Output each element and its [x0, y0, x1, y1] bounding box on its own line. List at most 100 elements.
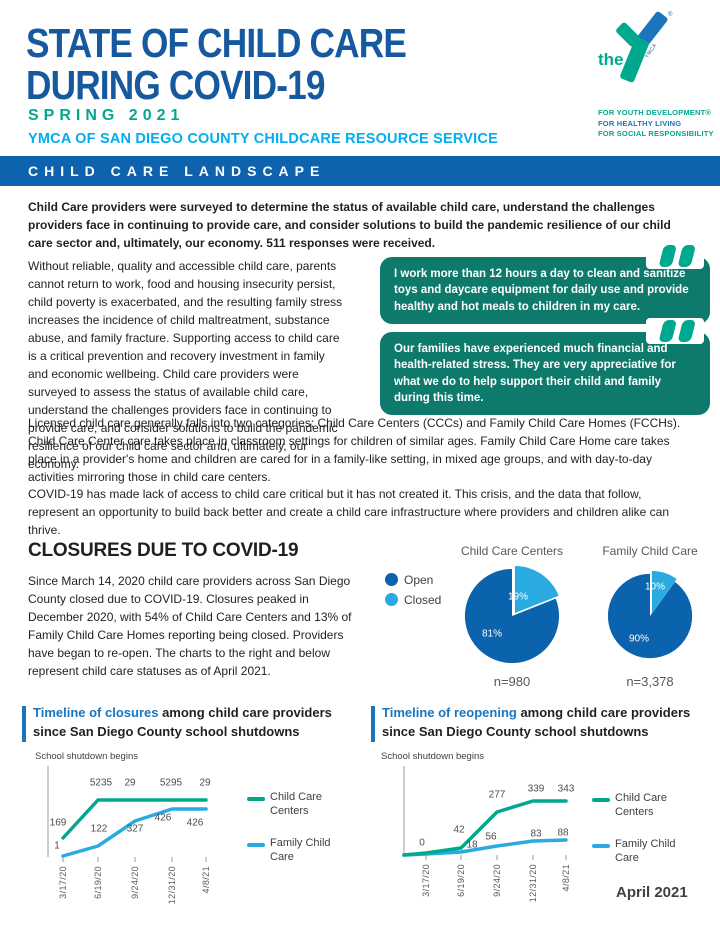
quote-icon	[659, 245, 695, 267]
timeline-reopening-heading: Timeline of reopening among child care p…	[382, 703, 697, 741]
pie-chart-ccc	[464, 566, 560, 664]
legend-ccc-swatch-icon	[592, 798, 610, 802]
ccc-point-label: 5295	[159, 777, 183, 789]
tagline-youth: FOR YOUTH DEVELOPMENT®	[598, 108, 712, 117]
quote-2-mark-wrap	[646, 318, 704, 344]
timeline-reopening-line2: since San Diego County school shutdowns	[382, 724, 649, 739]
x-tick-label: 3/17/20	[58, 866, 68, 899]
timeline-closures-line2: since San Diego County school shutdowns	[33, 724, 300, 739]
fcc-point-label: 56	[485, 831, 497, 843]
ccc-point-label: 339	[527, 783, 545, 795]
pie-ccc-open-pct: 81%	[481, 628, 503, 640]
pie-ccc-closed-pct: 19%	[507, 591, 529, 603]
ymca-logo: the ® YMCA FOR YOUTH DEVELOPMENT® FOR HE…	[596, 10, 714, 144]
intro-paragraph-3: Licensed child care generally falls into…	[28, 416, 681, 484]
x-tick-label: 6/19/20	[456, 864, 466, 897]
legend-fcc-line2: Care	[615, 852, 639, 864]
timeline-closures-heading: Timeline of closures among child care pr…	[33, 703, 348, 741]
closures-line-chart-plot	[47, 766, 208, 862]
legend-ccc-line2: Centers	[615, 806, 654, 818]
pie-fcc-n: n=3,378	[626, 674, 674, 689]
organization-name: YMCA OF SAN DIEGO COUNTY CHILDCARE RESOU…	[28, 131, 498, 147]
fcc-point-label: 83	[530, 828, 542, 840]
fcc-point-label: 426	[186, 817, 204, 829]
ccc-point-label: 0	[419, 837, 425, 849]
fcc-point-label: 1	[54, 840, 60, 852]
quote-2-text: Our families have experienced much finan…	[394, 343, 676, 404]
pie-fcc-open-pct: 90%	[628, 633, 650, 645]
closures-body: Since March 14, 2020 child care provider…	[28, 574, 352, 678]
x-tick-label: 3/17/20	[421, 864, 431, 897]
reopening-chart-accent-bar	[371, 706, 375, 742]
legend-closed-label: Closed	[404, 593, 442, 607]
legend-fcc-swatch-icon	[247, 843, 265, 847]
timeline-reopening-rest: among child care providers	[516, 705, 691, 720]
intro-paragraph-2: Without reliable, quality and accessible…	[28, 259, 343, 471]
ccc-point-label: 29	[124, 777, 136, 789]
fcc-point-label: 18	[466, 839, 478, 851]
x-tick-label: 6/19/20	[93, 866, 103, 899]
legend-fcc-label: Family Child Care	[615, 837, 676, 865]
report-date: April 2021	[616, 884, 688, 901]
ccc-point-label: 277	[488, 789, 506, 801]
legend-fcc-line1: Family Child	[615, 838, 676, 850]
fcc-point-label: 88	[557, 827, 569, 839]
legend-ccc-line1: Child Care	[270, 791, 322, 803]
logo-the-text: the	[598, 50, 624, 69]
tagline-social: FOR SOCIAL RESPONSIBILITY	[598, 129, 714, 138]
fcc-point-label: 327	[126, 823, 144, 835]
reopening-line-chart: 0 42 277 339 343 18 56 83 88 3/17/20 6/1…	[370, 766, 710, 906]
quote-card-1: I work more than 12 hours a day to clean…	[380, 257, 710, 324]
quote-1-text: I work more than 12 hours a day to clean…	[394, 268, 689, 313]
season-subtitle: SPRING 2021	[28, 107, 185, 124]
legend-fcc-line2: Care	[270, 851, 294, 863]
quote-card-2: Our families have experienced much finan…	[380, 332, 710, 416]
reopening-chart-annotation: School shutdown begins	[381, 751, 484, 762]
x-tick-label: 9/24/20	[130, 866, 140, 899]
ccc-point-label: 343	[557, 783, 575, 795]
x-tick-label: 4/8/21	[561, 864, 571, 892]
legend-open-dot-icon	[385, 573, 398, 586]
quote-1-mark-wrap	[646, 243, 704, 269]
legend-ccc-line2: Centers	[270, 805, 309, 817]
legend-ccc-label: Child Care Centers	[615, 791, 667, 819]
ccc-point-label: 29	[199, 777, 211, 789]
legend-open-label: Open	[404, 573, 434, 587]
quote-icon	[659, 320, 695, 342]
timeline-closures-rest: among child care providers	[158, 705, 332, 720]
fcc-point-label: 122	[90, 823, 108, 835]
closures-line-chart: 169 5235 29 5295 29 1 122 327 426 426 3/…	[20, 766, 350, 906]
x-tick-label: 9/24/20	[492, 864, 502, 897]
legend-ccc-swatch-icon	[247, 797, 265, 801]
intro-paragraph-1: Child Care providers were surveyed to de…	[28, 200, 671, 250]
legend-fcc-line1: Family Child	[270, 837, 331, 849]
page-title-line2: DURING COVID-19	[26, 62, 325, 108]
legend-fcc-label: Family Child Care	[270, 836, 331, 864]
fcc-point-label: 426	[154, 812, 172, 824]
closures-chart-accent-bar	[22, 706, 26, 742]
pie-fcc-closed-pct: 10%	[644, 581, 666, 593]
closures-chart-annotation: School shutdown begins	[35, 751, 138, 762]
legend-ccc-line1: Child Care	[615, 792, 667, 804]
legend-fcc-swatch-icon	[592, 844, 610, 848]
x-tick-label: 12/31/20	[528, 864, 538, 903]
pie-charts-panel: Open Closed Child Care Centers 19% 81% n…	[380, 540, 710, 695]
legend-closed-dot-icon	[385, 593, 398, 606]
pie-fcc-title: Family Child Care	[602, 544, 698, 558]
logo-taglines: FOR YOUTH DEVELOPMENT® FOR HEALTHY LIVIN…	[598, 108, 714, 140]
pie-ccc-n: n=980	[493, 674, 531, 689]
page-title-line1: STATE OF CHILD CARE	[26, 20, 407, 66]
tagline-healthy: FOR HEALTHY LIVING	[598, 118, 682, 128]
reopening-line-chart-plot	[402, 766, 568, 860]
section-banner-label: CHILD CARE LANDSCAPE	[28, 163, 326, 179]
ccc-point-label: 42	[453, 824, 465, 836]
ccc-point-label: 169	[49, 817, 67, 829]
timeline-closures-highlight: Timeline of closures	[33, 705, 159, 720]
logo-y-teal-leg-icon	[619, 36, 650, 84]
pie-ccc-title: Child Care Centers	[460, 544, 564, 558]
pie-chart-fcc	[607, 571, 693, 659]
logo-registered-mark: ®	[668, 12, 673, 18]
section-banner: CHILD CARE LANDSCAPE	[0, 156, 720, 186]
intro-paragraph-4: COVID-19 has made lack of access to chil…	[28, 487, 670, 537]
